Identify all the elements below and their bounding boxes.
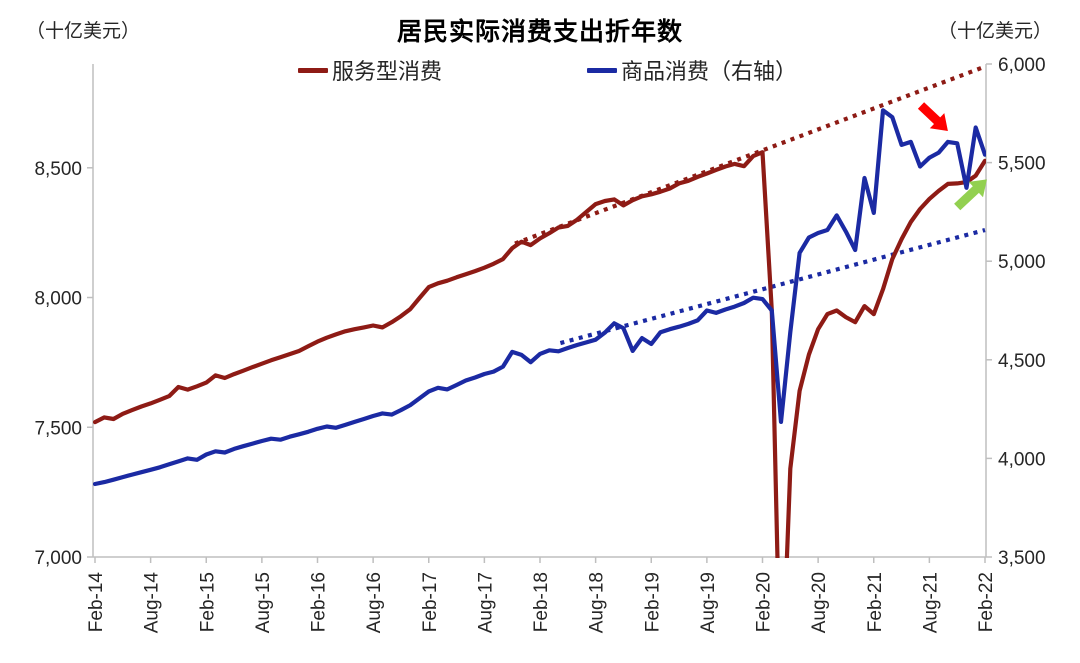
x-tick-label: Feb-19 xyxy=(642,572,663,632)
legend-item-goods: 商品消费（右轴） xyxy=(587,54,797,86)
x-tick-label: Feb-14 xyxy=(86,572,107,633)
left-tick-label: 8,500 xyxy=(34,159,82,180)
x-tick-label: Aug-20 xyxy=(809,572,830,633)
red-arrow-annotation xyxy=(917,102,948,131)
legend-label-services: 服务型消费 xyxy=(332,59,443,84)
right-tick-label: 4,500 xyxy=(998,351,1046,372)
right-tick-label: 5,500 xyxy=(998,154,1046,175)
x-tick-label: Feb-15 xyxy=(197,572,218,632)
chart-title: 居民实际消费支出折年数 xyxy=(396,18,683,46)
services-line-swatch xyxy=(298,67,328,73)
left-tick-label: 8,000 xyxy=(34,289,82,310)
x-tick-label: Feb-18 xyxy=(531,572,552,632)
left-tick-label: 7,500 xyxy=(34,418,82,439)
x-tick-label: Aug-18 xyxy=(587,572,608,633)
x-tick-label: Feb-22 xyxy=(976,572,997,632)
x-tick-label: Feb-16 xyxy=(309,572,330,632)
x-tick-label: Aug-16 xyxy=(364,572,385,633)
series-services-line xyxy=(93,150,986,558)
x-tick-label: Aug-15 xyxy=(253,572,274,633)
x-tick-label: Aug-21 xyxy=(920,572,941,633)
x-tick-label: Feb-17 xyxy=(420,572,441,632)
left-tick-label: 7,000 xyxy=(34,548,82,569)
trendline-services xyxy=(514,64,986,246)
legend: 服务型消费 商品消费（右轴） xyxy=(0,54,1080,84)
right-tick-label: 5,000 xyxy=(998,252,1046,273)
x-tick-label: Feb-21 xyxy=(865,572,886,632)
right-tick-label: 4,000 xyxy=(998,449,1046,470)
right-tick-label: 3,500 xyxy=(998,548,1046,569)
left-axis-unit-label: （十亿美元） xyxy=(26,21,141,42)
green-arrow-annotation xyxy=(954,179,987,211)
x-tick-label: Aug-14 xyxy=(142,572,163,634)
right-tick-label: 6,000 xyxy=(998,55,1046,76)
series-goods-line xyxy=(93,108,986,487)
legend-item-services: 服务型消费 xyxy=(298,54,442,86)
x-tick-label: Feb-20 xyxy=(754,572,775,632)
x-tick-label: Aug-17 xyxy=(475,572,496,633)
trendline-goods xyxy=(559,228,986,346)
legend-label-goods: 商品消费（右轴） xyxy=(621,59,798,84)
right-axis-unit-label: （十亿美元） xyxy=(937,21,1052,42)
goods-line-swatch xyxy=(587,67,617,73)
x-tick-label: Aug-19 xyxy=(698,572,719,633)
